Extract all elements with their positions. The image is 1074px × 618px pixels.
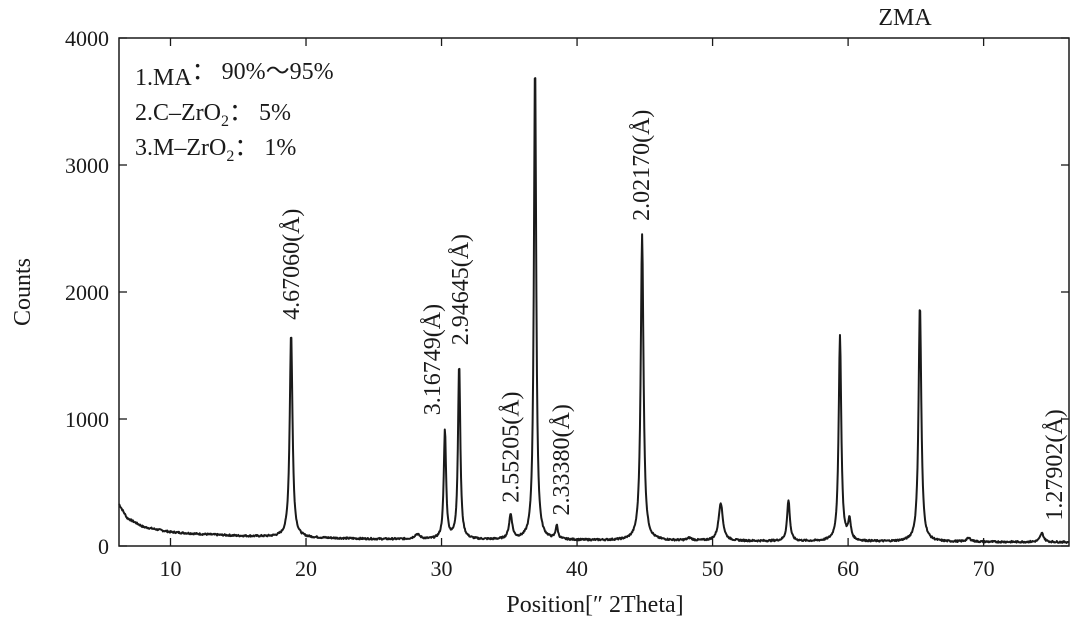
y-tick-label: 3000 <box>65 153 109 178</box>
x-tick-label: 50 <box>702 556 724 581</box>
x-tick-label: 30 <box>431 556 453 581</box>
y-tick-label: 0 <box>98 534 109 559</box>
legend-entry: 2.C–ZrO2： 5% <box>135 100 291 130</box>
x-tick-label: 10 <box>159 556 181 581</box>
legend-entry: 3.M–ZrO2： 1% <box>135 135 296 165</box>
peak-annotation: 1.27902(Å) <box>1042 409 1068 520</box>
y-tick-label: 1000 <box>65 407 109 432</box>
tick-layer: 10 20 30 40 50 60 70 0 1000 2000 3000 4000 <box>65 26 1069 581</box>
series-layer <box>118 77 1070 544</box>
peak-annotation: 2.55205(Å) <box>499 391 525 502</box>
peak-annotation: 2.94645(Å) <box>448 234 474 345</box>
y-axis-label: Counts <box>10 258 36 326</box>
x-axis-label: Position[″ 2Theta] <box>506 592 683 618</box>
peak-annotation: 4.67060(Å) <box>279 209 305 320</box>
peak-annotation: 2.02170(Å) <box>629 110 655 221</box>
peak-annotation: 2.33380(Å) <box>549 404 575 515</box>
chart-title: ZMA <box>878 5 932 31</box>
x-tick-label: 70 <box>973 556 995 581</box>
legend: 1.MA： 90%～95% 2.C–ZrO2： 5% 3.M–ZrO2： 1% <box>135 59 334 165</box>
x-tick-label: 60 <box>837 556 859 581</box>
legend-entry: 1.MA： 90%～95% <box>135 59 334 91</box>
y-tick-label: 4000 <box>65 26 109 51</box>
annotation-layer: 4.67060(Å) 3.16749(Å)2.94645(Å) 2.55205(Å)… <box>279 110 1068 521</box>
x-tick-label: 40 <box>566 556 588 581</box>
xrd-series-line <box>118 77 1070 544</box>
y-tick-label: 2000 <box>65 280 109 305</box>
x-tick-label: 20 <box>295 556 317 581</box>
peak-annotation: 3.16749(Å) <box>420 304 446 415</box>
